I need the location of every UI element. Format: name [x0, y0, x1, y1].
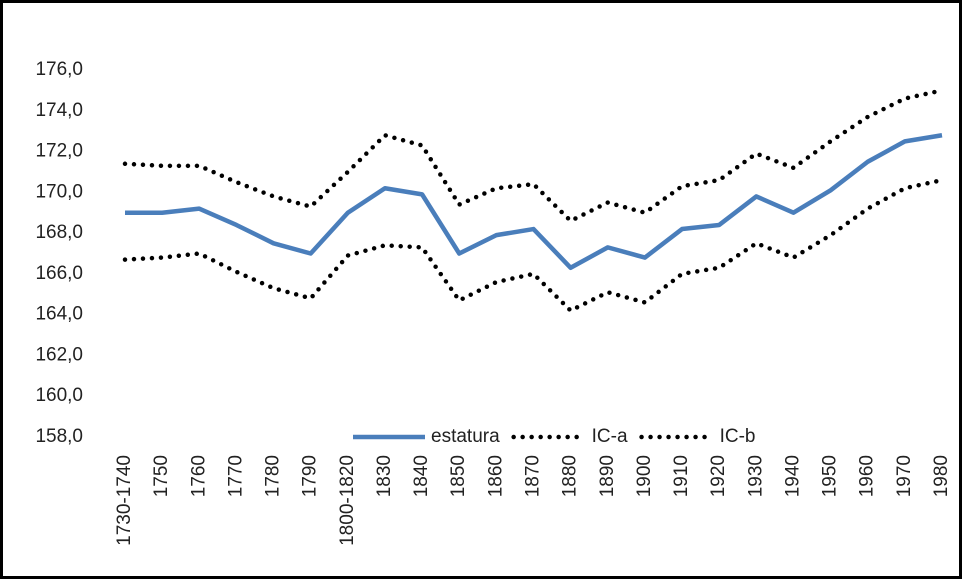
chart: 158,0 160,0 162,0 164,0 166,0 168,0 170,0 172,0…	[35, 59, 952, 546]
x-tick-label: 1860	[485, 455, 506, 497]
x-tick-label: 1840	[411, 455, 432, 497]
x-tick-label: 1970	[894, 455, 915, 497]
y-tick-label: 158,0	[35, 426, 83, 447]
x-tick-label: 1900	[634, 455, 655, 497]
legend-label: estatura	[431, 426, 500, 447]
y-tick-label: 164,0	[35, 304, 83, 325]
x-tick-label: 1910	[671, 455, 692, 497]
series-line	[125, 133, 943, 271]
x-tick-label: 1850	[448, 455, 469, 497]
x-tick-label: 1890	[597, 455, 618, 497]
x-tick-label: 1930	[745, 455, 766, 497]
x-tick-label: 1780	[263, 455, 284, 497]
series-line	[122, 177, 945, 314]
y-tick-label: 166,0	[35, 263, 83, 284]
legend-label: IC-a	[592, 426, 628, 447]
x-tick-label: 1870	[523, 455, 544, 497]
x-tick-label: 1830	[374, 455, 395, 497]
x-tick-label: 1790	[300, 455, 321, 497]
x-tick-label: 1750	[151, 455, 172, 497]
x-tick-label: 1760	[188, 455, 209, 497]
y-tick-label: 176,0	[35, 59, 83, 80]
y-tick-label: 168,0	[35, 222, 83, 243]
y-tick-label: 162,0	[35, 344, 83, 365]
x-tick-label: 1980	[931, 455, 952, 497]
y-tick-label: 160,0	[35, 385, 83, 406]
y-tick-label: 172,0	[35, 141, 83, 162]
x-tick-label: 1880	[560, 455, 581, 497]
x-tick-label: 1960	[857, 455, 878, 497]
legend-label: IC-b	[720, 426, 756, 447]
y-tick-label: 174,0	[35, 100, 83, 121]
x-tick-label: 1770	[225, 455, 246, 497]
x-tick-label: 1940	[782, 455, 803, 497]
x-tick-label: 1950	[820, 455, 841, 497]
x-tick-label: 1800-1820	[337, 455, 358, 546]
x-tick-label: 1730-1740	[114, 455, 135, 546]
series-line	[122, 88, 945, 224]
x-tick-label: 1920	[708, 455, 729, 497]
y-tick-label: 170,0	[35, 181, 83, 202]
